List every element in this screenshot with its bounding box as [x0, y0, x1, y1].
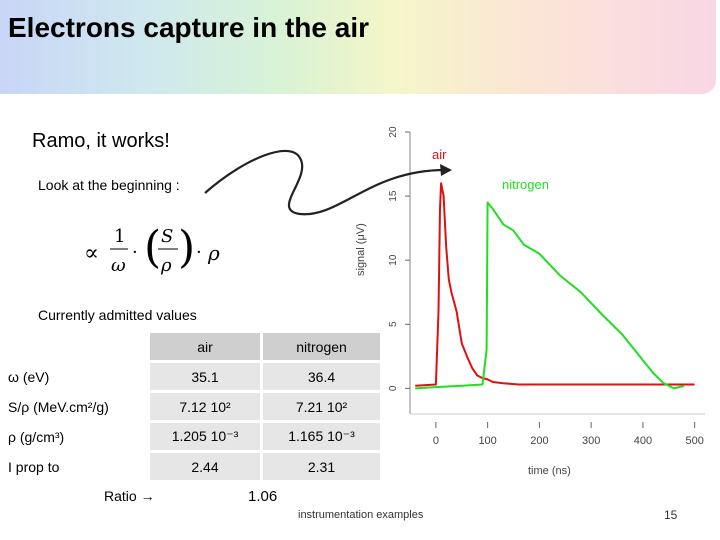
header-nitrogen: nitrogen — [260, 333, 380, 360]
row-label: ω (eV) — [8, 368, 50, 385]
x-tick-label: 500 — [685, 435, 703, 447]
x-tick-label: 100 — [478, 435, 496, 447]
values-table: air nitrogen ω (eV) 35.1 36.4 S/ρ (MeV.c… — [0, 330, 380, 483]
formula-rho2: ρ — [207, 241, 220, 265]
open-paren: ( — [144, 222, 161, 273]
cell-nitrogen: 1.165 10⁻³ — [260, 423, 380, 450]
cell-air: 1.205 10⁻³ — [150, 423, 260, 450]
table-row: ρ (g/cm³) 1.205 10⁻³ 1.165 10⁻³ — [0, 423, 380, 450]
page-number: 15 — [664, 508, 678, 522]
formula-prefix: ∝ — [84, 241, 99, 266]
formula-s: S — [161, 226, 173, 247]
cell-air: 35.1 — [150, 363, 260, 390]
y-tick-label: 0 — [388, 385, 399, 391]
cell-nitrogen: 2.31 — [260, 453, 380, 480]
x-axis-label: time (ns) — [528, 465, 571, 477]
ratio-label: Ratio → — [104, 488, 155, 504]
cell-air: 7.12 10² — [150, 393, 260, 420]
series-line-nitrogen — [415, 201, 685, 390]
cell-nitrogen: 7.21 10² — [260, 393, 380, 420]
ratio-text: Ratio — [104, 488, 137, 504]
row-label: ρ (g/cm³) — [8, 428, 65, 445]
table-row: ω (eV) 35.1 36.4 — [0, 363, 380, 390]
y-tick-label: 10 — [388, 254, 399, 266]
y-tick-label: 20 — [388, 126, 399, 138]
cell-nitrogen: 36.4 — [260, 363, 380, 390]
ratio-value: 1.06 — [248, 488, 278, 505]
x-tick-label: 300 — [582, 435, 600, 447]
legend-nitrogen: nitrogen — [502, 177, 549, 192]
cell-air: 2.44 — [150, 453, 260, 480]
y-tick-label: 5 — [388, 321, 399, 327]
row-label: I prop to — [8, 458, 60, 475]
x-ticks: 0 100 200 300 400 500 — [433, 422, 704, 447]
currently-text: Currently admitted values — [38, 307, 197, 323]
title-banner — [0, 0, 716, 94]
row-label: S/ρ (MeV.cm²/g) — [8, 398, 109, 415]
formula-dot2: · — [196, 242, 202, 263]
close-paren: ) — [178, 222, 195, 273]
arrow-icon: → — [140, 488, 155, 504]
x-tick-label: 0 — [433, 435, 439, 447]
table-corner — [0, 333, 150, 360]
slide-title: Electrons capture in the air — [8, 12, 369, 43]
proportionality-formula: ∝ 1 ω · ( S ρ ) · ρ — [84, 222, 220, 276]
legend-air: air — [432, 147, 447, 162]
y-axis-label: signal (μV) — [355, 223, 367, 276]
table-row: S/ρ (MeV.cm²/g) 7.12 10² 7.21 10² — [0, 393, 380, 420]
formula-dot1: · — [132, 242, 138, 263]
x-tick-label: 200 — [530, 435, 548, 447]
look-text: Look at the beginning : — [38, 177, 180, 193]
x-tick-label: 400 — [634, 435, 652, 447]
formula-rho: ρ — [160, 255, 172, 276]
table-row: I prop to 2.44 2.31 — [0, 453, 380, 480]
header-air: air — [150, 333, 260, 360]
y-tick-label: 15 — [388, 190, 399, 202]
formula-omega: ω — [111, 255, 126, 276]
signal-chart: signal (μV) time (ns) 0 5 10 15 20 0 100 200 30… — [355, 126, 705, 477]
footer-text: instrumentation examples — [298, 509, 424, 521]
y-ticks: 0 5 10 15 20 — [388, 126, 410, 391]
table-header-row: air nitrogen — [0, 333, 380, 360]
subtitle: Ramo, it works! — [32, 130, 170, 152]
formula-one: 1 — [114, 226, 125, 247]
